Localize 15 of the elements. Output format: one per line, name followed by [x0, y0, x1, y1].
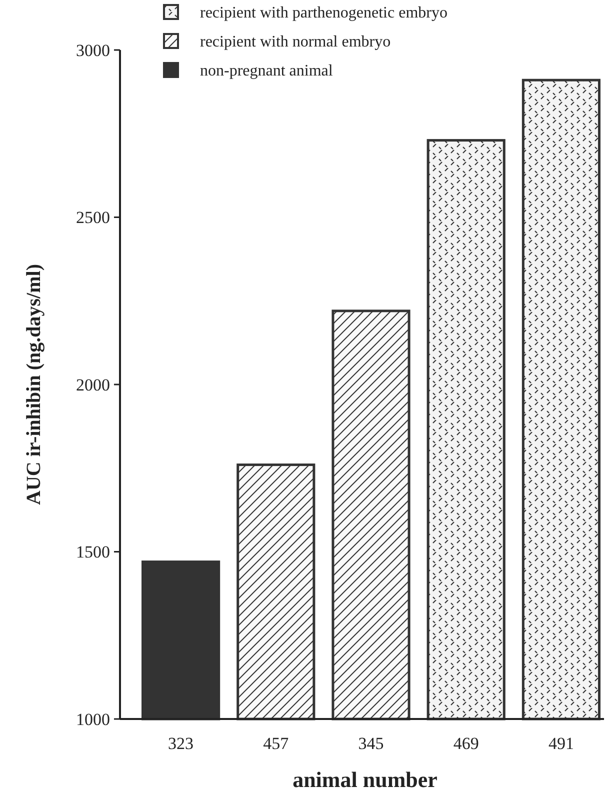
x-tick-label: 491 [548, 734, 574, 753]
y-tick-label: 2000 [76, 375, 110, 394]
y-tick-label: 1500 [76, 542, 110, 562]
x-tick-label: 345 [358, 734, 384, 753]
legend-label: recipient with parthenogenetic embryo [200, 4, 448, 22]
x-tick-label: 469 [453, 734, 479, 753]
x-tick-label: 323 [168, 734, 194, 753]
y-tick-label: 1000 [76, 710, 110, 729]
x-tick-label: 457 [263, 734, 290, 753]
y-tick-label: 3000 [76, 40, 110, 60]
y-tick-label: 2500 [76, 208, 110, 228]
x-axis-title: animal number [292, 767, 438, 792]
legend-label: non-pregnant animal [200, 62, 334, 80]
y-axis-title: AUC ir-inhibin (ng.days/ml) [23, 264, 45, 505]
legend-label: recipient with normal embryo [200, 34, 391, 51]
